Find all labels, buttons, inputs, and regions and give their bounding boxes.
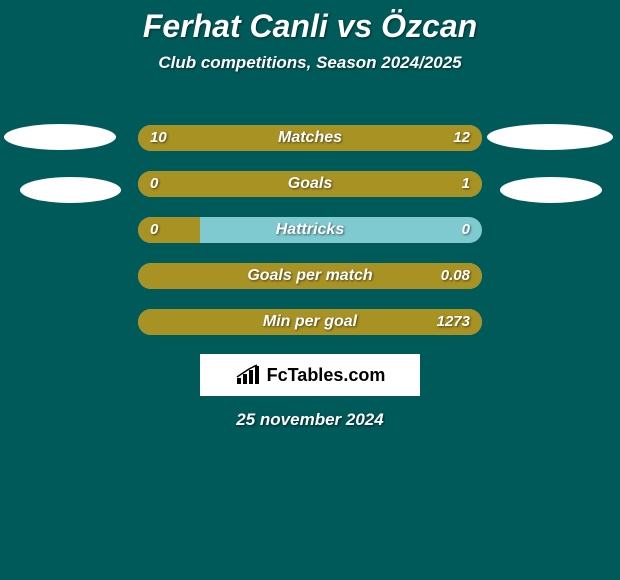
stat-value-left: 0 xyxy=(150,217,158,243)
page-title: Ferhat Canli vs Özcan xyxy=(0,0,620,45)
player-badge-right-top xyxy=(487,124,613,150)
stat-row: Hattricks0 0 xyxy=(138,217,482,243)
player-badge-left-top xyxy=(4,124,116,150)
page-subtitle: Club competitions, Season 2024/2025 xyxy=(0,53,620,73)
stat-row: Goals per match0.08 xyxy=(138,263,482,289)
stat-value-right: 1 xyxy=(462,171,470,197)
stat-label: Hattricks xyxy=(138,217,482,243)
stat-label: Goals xyxy=(138,171,482,197)
stat-row: Min per goal1273 xyxy=(138,309,482,335)
stat-value-left: 10 xyxy=(150,125,167,151)
stat-value-right: 0 xyxy=(462,217,470,243)
stat-row: Goals0 1 xyxy=(138,171,482,197)
player-badge-left-bottom xyxy=(20,177,121,203)
brand-box[interactable]: FcTables.com xyxy=(200,354,420,396)
stat-label: Matches xyxy=(138,125,482,151)
stat-label: Goals per match xyxy=(138,263,482,289)
date-label: 25 november 2024 xyxy=(0,410,620,430)
stat-value-right: 1273 xyxy=(437,309,470,335)
comparison-card: Ferhat Canli vs Özcan Club competitions,… xyxy=(0,0,620,580)
stat-row: Matches10 12 xyxy=(138,125,482,151)
stat-value-left: 0 xyxy=(150,171,158,197)
player-badge-right-bottom xyxy=(500,177,602,203)
stat-value-right: 0.08 xyxy=(441,263,470,289)
stat-value-right: 12 xyxy=(453,125,470,151)
brand-chart-icon xyxy=(235,364,261,386)
stat-label: Min per goal xyxy=(138,309,482,335)
brand-label: FcTables.com xyxy=(267,365,386,386)
